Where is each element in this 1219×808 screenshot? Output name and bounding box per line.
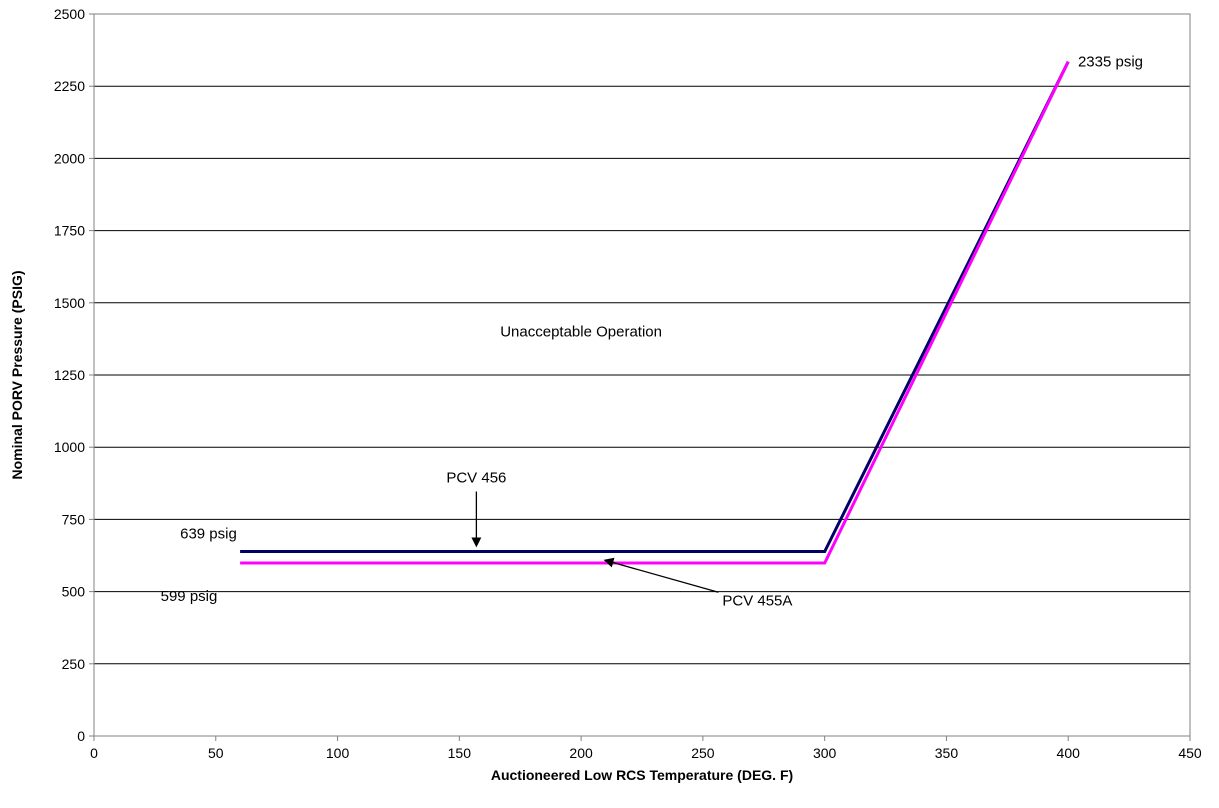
x-tick-label: 200 — [569, 745, 593, 761]
y-tick-label: 750 — [62, 511, 86, 527]
annotation-pcv456: PCV 456 — [446, 470, 506, 487]
y-tick-label: 1250 — [54, 367, 85, 383]
series-group — [240, 61, 1070, 565]
annotation-639-psig: 639 psig — [180, 525, 237, 542]
y-tick-label: 500 — [62, 584, 86, 600]
series-line-1 — [240, 61, 1070, 553]
axes: 0 250 500 750 1000 1250 1500 1750 2000 2250 2500 0 5… — [54, 6, 1202, 761]
x-tick-label: 0 — [90, 745, 98, 761]
arrow-pcv455a — [603, 557, 719, 593]
y-tick-label: 1750 — [54, 223, 85, 239]
annotation-pcv455a: PCV 455A — [722, 592, 792, 609]
y-tick-label: 1000 — [54, 439, 85, 455]
x-tick-label: 400 — [1057, 745, 1081, 761]
series-line-2 — [240, 61, 1070, 565]
y-tick-label: 250 — [62, 656, 86, 672]
y-tick-label: 2250 — [54, 78, 85, 94]
y-tick-label: 1500 — [54, 295, 85, 311]
x-tick-label: 450 — [1178, 745, 1202, 761]
annotation-unacceptable-operation: Unacceptable Operation — [500, 324, 662, 341]
x-axis-title: Auctioneered Low RCS Temperature (DEG. F… — [491, 767, 793, 783]
y-tick-label: 0 — [77, 728, 85, 744]
x-tick-label: 300 — [813, 745, 837, 761]
annotations: Unacceptable Operation PCV 456 PCV 455A … — [161, 54, 1143, 610]
x-tick-label: 150 — [448, 745, 472, 761]
annotation-2335-psig: 2335 psig — [1078, 54, 1143, 71]
x-tick-label: 350 — [935, 745, 959, 761]
y-tick-label: 2500 — [54, 6, 85, 22]
x-tick-label: 100 — [326, 745, 350, 761]
y-axis-title: Nominal PORV Pressure (PSIG) — [9, 270, 25, 479]
x-tick-label: 250 — [691, 745, 715, 761]
y-tick-label: 2000 — [54, 150, 85, 166]
x-tick-label: 50 — [208, 745, 224, 761]
annotation-599-psig: 599 psig — [161, 588, 218, 605]
